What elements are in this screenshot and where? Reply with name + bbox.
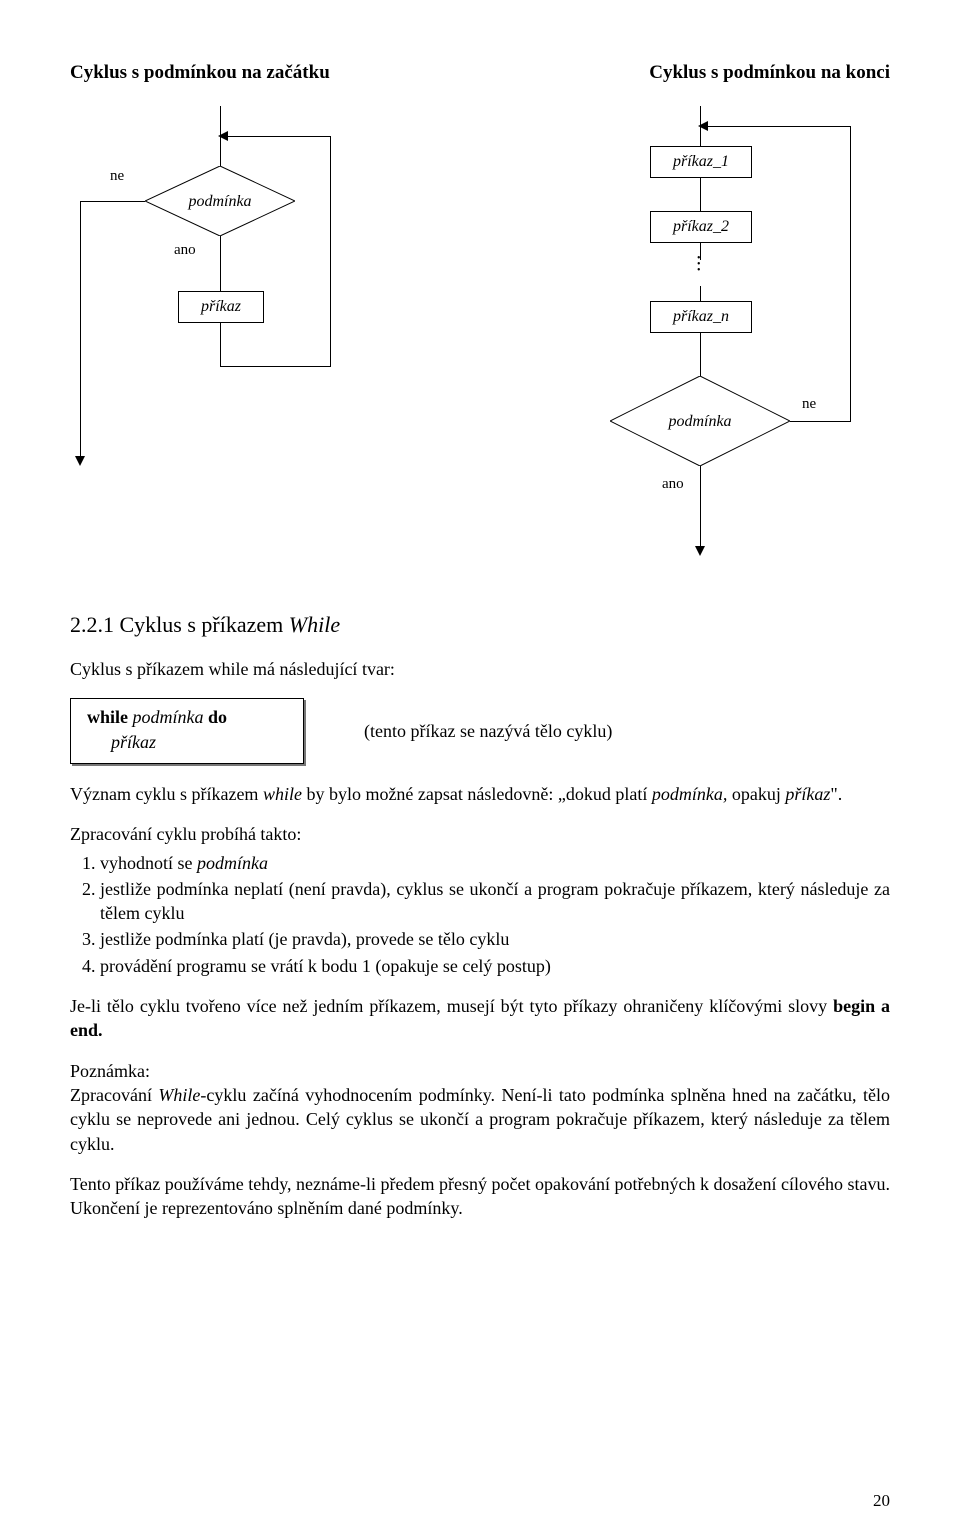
- heading-right: Cyklus s podmínkou na konci: [649, 60, 890, 86]
- proc-list: vyhodnotí se podmínka jestliže podmínka …: [100, 851, 890, 978]
- box-cmdn: příkaz_n: [650, 301, 752, 333]
- label-no2: ne: [802, 394, 816, 414]
- heading-left: Cyklus s podmínkou na začátku: [70, 60, 330, 86]
- section-title: 2.2.1 Cyklus s příkazem While: [70, 610, 890, 640]
- svg-text:podmínka: podmínka: [667, 413, 731, 430]
- telo-note: (tento příkaz se nazývá tělo cyklu): [364, 719, 612, 743]
- proc-item: vyhodnotí se podmínka: [100, 851, 890, 875]
- page-number: 20: [873, 1490, 890, 1513]
- syntax-box: while podmínka do příkaz: [70, 698, 304, 764]
- svg-text:podmínka: podmínka: [187, 193, 251, 210]
- usage-text: Tento příkaz používáme tehdy, neznáme-li…: [70, 1172, 890, 1221]
- intro-text: Cyklus s příkazem while má následující t…: [70, 657, 890, 681]
- flowchart-pretest: podmínka ne ano příkaz: [70, 106, 350, 476]
- diagrams-row: podmínka ne ano příkaz příkaz_1 příkaz_2…: [70, 106, 890, 576]
- note-body: Zpracování While-cyklu začíná vyhodnocen…: [70, 1083, 890, 1156]
- compound-note: Je-li tělo cyklu tvořeno více než jedním…: [70, 994, 890, 1043]
- dots: •••: [697, 256, 701, 274]
- decision-diamond: podmínka: [145, 166, 295, 236]
- box-cmd1: příkaz_1: [650, 146, 752, 178]
- label-no: ne: [110, 166, 124, 186]
- meaning: Význam cyklu s příkazem while by bylo mo…: [70, 782, 890, 806]
- decision-diamond2: podmínka: [610, 376, 790, 466]
- note-label: Poznámka:: [70, 1059, 890, 1083]
- body-rect: příkaz: [178, 291, 264, 323]
- proc-item: jestliže podmínka neplatí (není pravda),…: [100, 877, 890, 926]
- proc-item: provádění programu se vrátí k bodu 1 (op…: [100, 954, 890, 978]
- proc-lead: Zpracování cyklu probíhá takto:: [70, 822, 890, 846]
- flowchart-posttest: příkaz_1 příkaz_2 ••• příkaz_n podmínka …: [550, 106, 890, 576]
- proc-item: jestliže podmínka platí (je pravda), pro…: [100, 927, 890, 951]
- label-yes: ano: [174, 240, 196, 260]
- label-yes2: ano: [662, 474, 684, 494]
- box-cmd2: příkaz_2: [650, 211, 752, 243]
